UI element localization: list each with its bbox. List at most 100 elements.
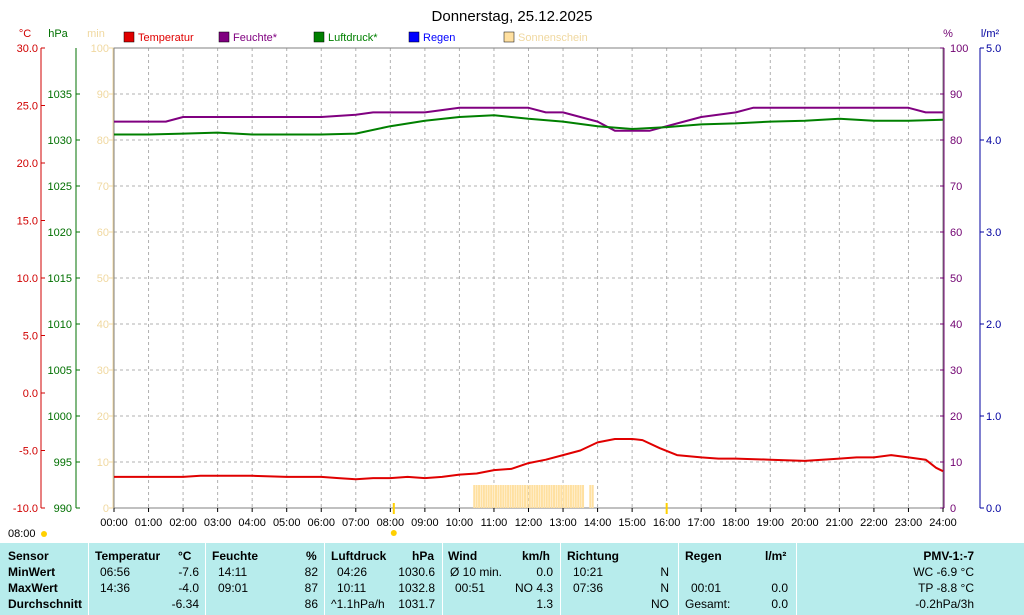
min-pressure-value: 1030.6 — [398, 565, 435, 579]
sunshine-bar-17 — [514, 485, 517, 508]
max-humidity-time: 09:01 — [218, 581, 249, 595]
pressure-axis-tick-label-0: 1035 — [48, 89, 72, 101]
sunshine-bar-3 — [480, 485, 483, 508]
sunshine-axis-tick-label-9: 10 — [97, 457, 109, 469]
sunshine-bar-18 — [516, 485, 519, 508]
temp-axis-tick-label-7: -5.0 — [19, 446, 38, 458]
sunshine-bar-27 — [538, 485, 541, 508]
sunshine-axis-tick-label-8: 20 — [97, 411, 109, 423]
legend-label-2: Luftdruck* — [328, 32, 378, 44]
legend-swatch-0 — [123, 31, 135, 43]
max-direction-time: 07:36 — [573, 581, 604, 595]
series-line-temperatur — [114, 438, 944, 481]
sunshine-axis-tick-label-1: 90 — [97, 89, 109, 101]
x-tick-label-10: 10:00 — [446, 517, 474, 529]
legend-label-0: Temperatur — [138, 32, 194, 44]
sunshine-bar-36 — [560, 485, 563, 508]
x-tick-label-8: 08:00 — [377, 517, 405, 529]
statistics-table: Sensor Temperatur °C Feuchte % Luftdruck… — [0, 543, 1024, 615]
pressure-axis-tick-label-6: 1005 — [48, 365, 72, 377]
pressure-axis-tick-label-3: 1020 — [48, 227, 72, 239]
max-pressure-value: 1032.8 — [398, 581, 435, 595]
humidity-axis-tick-label-2: 80 — [950, 135, 962, 147]
avg-pressure-value: 1031.7 — [398, 597, 435, 611]
sunshine-bar-43 — [577, 485, 580, 508]
sunshine-axis-tick-label-7: 30 — [97, 365, 109, 377]
pressure-axis-tick-label-2: 1025 — [48, 181, 72, 193]
humidity-axis-tick-label-3: 70 — [950, 181, 962, 193]
x-tick-label-2: 02:00 — [169, 517, 197, 529]
sunshine-axis-tick-label-10: 0 — [103, 503, 109, 515]
sunshine-bar-46 — [589, 485, 592, 508]
sunshine-bar-9 — [494, 485, 497, 508]
x-tick-label-4: 04:00 — [238, 517, 266, 529]
humidity-axis-unit: % — [943, 28, 953, 40]
humidity-axis-tick-label-10: 0 — [950, 503, 956, 515]
max-pressure-time: 10:11 — [337, 581, 367, 595]
sunshine-bar-0 — [473, 485, 476, 508]
min-pmv: WC -6.9 °C — [913, 565, 974, 579]
max-wind-value: NO 4.3 — [514, 581, 553, 595]
x-tick-label-3: 03:00 — [204, 517, 232, 529]
sunshine-bar-34 — [555, 485, 558, 508]
sunshine-bar-16 — [511, 485, 514, 508]
temp-axis-tick-label-5: 5.0 — [23, 331, 38, 343]
rain-axis-tick-label-4: 1.0 — [986, 411, 1001, 423]
avg-direction-value: NO — [651, 597, 669, 611]
sunshine-bar-14 — [507, 485, 510, 508]
humidity-header: Feuchte — [212, 549, 259, 563]
sunshine-bar-11 — [499, 485, 502, 508]
min-pressure-time: 04:26 — [337, 565, 368, 579]
max-row-label: MaxWert — [8, 581, 58, 595]
temperature-unit: °C — [178, 549, 192, 563]
sunshine-bar-47 — [591, 485, 594, 508]
x-tick-label-16: 16:00 — [653, 517, 681, 529]
legend-label-1: Feuchte* — [233, 32, 278, 44]
pressure-axis-unit: hPa — [48, 28, 68, 40]
x-tick-label-21: 21:00 — [826, 517, 854, 529]
temp-axis-tick-label-8: -10.0 — [13, 503, 38, 515]
sunshine-bar-10 — [497, 485, 500, 508]
sunshine-bar-30 — [545, 485, 548, 508]
sunshine-bar-1 — [475, 485, 478, 508]
wind-header: Wind — [448, 549, 478, 563]
humidity-axis-tick-label-0: 100 — [950, 43, 968, 55]
avg-humidity-value: 86 — [304, 597, 318, 611]
sunshine-bar-23 — [528, 485, 531, 508]
sunshine-bar-38 — [565, 485, 568, 508]
min-wind-value: 0.0 — [536, 565, 553, 579]
max-temp-value: -4.0 — [178, 581, 199, 595]
temp-axis-tick-label-4: 10.0 — [17, 273, 38, 285]
sunshine-bar-21 — [524, 485, 527, 508]
sunshine-bar-22 — [526, 485, 529, 508]
x-tick-label-19: 19:00 — [757, 517, 785, 529]
x-tick-label-9: 09:00 — [411, 517, 439, 529]
avg-temp-value: -6.34 — [171, 597, 199, 611]
sunshine-bar-33 — [553, 485, 556, 508]
min-row-label: MinWert — [8, 565, 56, 579]
humidity-axis-tick-label-8: 20 — [950, 411, 962, 423]
sunshine-bar-15 — [509, 485, 512, 508]
wind-unit: km/h — [522, 549, 551, 563]
rain-axis-unit: l/m² — [981, 28, 1000, 40]
rain-axis-tick-label-1: 4.0 — [986, 135, 1001, 147]
max-wind-time: 00:51 — [455, 581, 486, 595]
min-temp-value: -7.6 — [178, 565, 199, 579]
sunshine-bar-41 — [572, 485, 575, 508]
rain-axis-tick-label-2: 3.0 — [986, 227, 1001, 239]
x-tick-label-20: 20:00 — [791, 517, 819, 529]
direction-header: Richtung — [567, 549, 619, 563]
pressure-axis-tick-label-7: 1000 — [48, 411, 72, 423]
humidity-axis-tick-label-6: 40 — [950, 319, 962, 331]
sunshine-bar-37 — [562, 485, 565, 508]
min-humidity-time: 14:11 — [218, 565, 248, 579]
rain-header: Regen — [685, 549, 722, 563]
pressure-axis-tick-label-5: 1010 — [48, 319, 72, 331]
x-tick-label-0: 00:00 — [100, 517, 128, 529]
rain-axis-tick-label-3: 2.0 — [986, 319, 1001, 331]
min-humidity-value: 82 — [304, 565, 318, 579]
sunshine-bar-28 — [540, 485, 543, 508]
pressure-header: Luftdruck — [331, 549, 387, 563]
humidity-axis-tick-label-7: 30 — [950, 365, 962, 377]
sunshine-axis-tick-label-4: 60 — [97, 227, 109, 239]
